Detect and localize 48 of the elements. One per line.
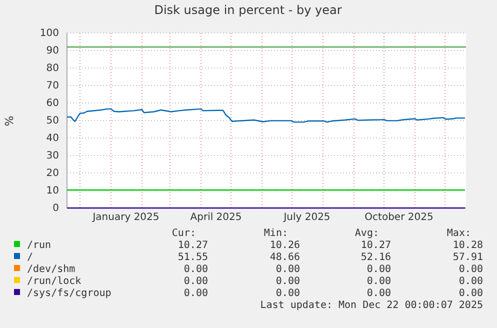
text: Avg: [354,228,379,239]
text: 52.16 [360,252,391,263]
y-tick-label: 70 [46,80,59,92]
text: 10.26 [270,240,300,251]
text: Min: [264,228,288,239]
y-tick-label: 60 [46,98,59,110]
text: 0.00 [184,288,208,299]
text: 0.00 [276,276,300,287]
text: 10.27 [178,240,208,251]
text: 0.00 [366,276,391,287]
x-tick-label: October 2025 [364,212,434,223]
legend-label: /dev/shm [27,264,76,275]
x-tick-label: January 2025 [92,212,160,223]
text: 10.28 [452,240,483,251]
text: 0.00 [276,264,300,275]
y-tick-label: 50 [46,116,59,127]
text: 48.66 [270,252,300,263]
y-tick-label: 90 [46,46,59,57]
legend-label: /run [27,240,52,251]
legend-label: /run/lock [27,276,82,287]
text: Last update: Mon Dec 22 00:00:07 2025 [260,300,483,311]
text: 0.00 [458,264,483,275]
y-tick-label: 40 [46,133,59,144]
legend-label: / [27,252,34,263]
x-tick-label: April 2025 [190,212,242,223]
text: 57.91 [452,252,483,263]
y-tick-label: 80 [46,63,59,74]
text: 0.00 [366,264,391,275]
text: 51.55 [178,252,208,263]
y-tick-label: 100 [40,28,59,40]
x-tick-label: July 2025 [282,212,330,223]
text: 0.00 [184,264,208,275]
text: 10.27 [360,240,391,251]
text: Max: [446,228,471,239]
y-axis-title: % [3,116,16,126]
text: 0.00 [458,276,483,287]
text: 0.00 [184,276,208,287]
line-series [66,108,466,123]
text: 0.00 [366,288,391,299]
y-tick-label: 0 [52,203,59,214]
legend-label: /sys/fs/cgroup [27,288,112,299]
text: 0.00 [458,288,483,299]
y-tick-label: 20 [46,168,59,180]
text: 0.00 [276,288,300,299]
chart-title: Disk usage in percent - by year [154,3,342,17]
text: Cur: [172,228,196,239]
y-tick-label: 30 [46,150,59,162]
y-tick-label: 10 [46,186,59,197]
